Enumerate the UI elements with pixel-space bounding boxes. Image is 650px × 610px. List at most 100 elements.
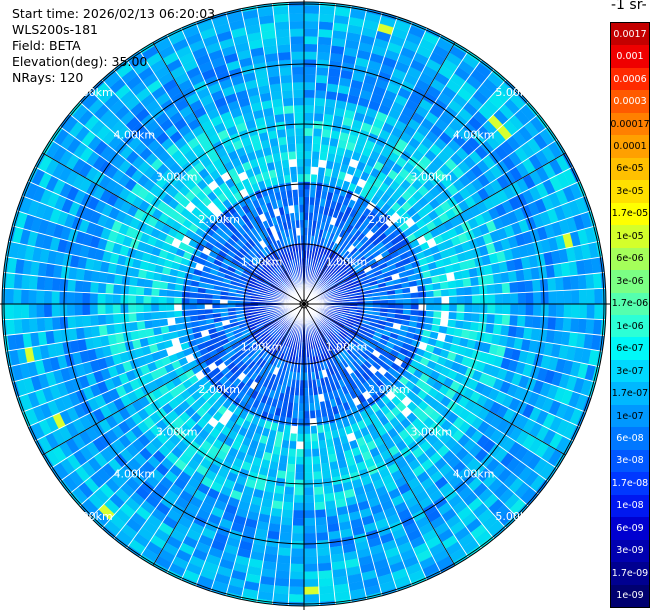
heatmap-cell bbox=[98, 324, 108, 337]
heatmap-cell bbox=[303, 5, 320, 14]
heatmap-cell bbox=[287, 143, 297, 153]
heatmap-cell bbox=[283, 105, 295, 114]
colorbar-level: 6e-06 bbox=[611, 247, 649, 271]
heatmap-cell bbox=[510, 292, 519, 305]
heatmap-cell bbox=[296, 158, 305, 167]
heatmap-cell bbox=[456, 303, 465, 313]
heatmap-cell bbox=[303, 433, 312, 442]
heatmap-cell bbox=[303, 464, 313, 473]
heatmap-cell bbox=[463, 312, 473, 322]
heatmap-cell bbox=[501, 282, 511, 294]
heatmap-cell bbox=[59, 291, 68, 305]
heatmap-cell bbox=[105, 283, 114, 295]
heatmap-cell bbox=[315, 532, 329, 541]
heatmap-cell bbox=[128, 312, 137, 323]
heatmap-cell bbox=[321, 470, 332, 480]
heatmap-cell bbox=[5, 272, 16, 289]
heatmap-cell bbox=[43, 303, 53, 318]
heatmap-cell bbox=[296, 166, 305, 175]
heatmap-cell bbox=[273, 485, 285, 495]
heatmap-cell bbox=[289, 28, 305, 37]
heatmap-cell bbox=[281, 509, 294, 519]
heatmap-cell bbox=[314, 501, 326, 511]
heatmap-cell bbox=[418, 297, 427, 305]
heatmap-cell bbox=[5, 319, 16, 336]
heatmap-cell bbox=[547, 277, 557, 292]
heatmap-cell bbox=[571, 303, 580, 319]
range-ring-label: 5.00km bbox=[71, 510, 113, 523]
heatmap-cell bbox=[279, 524, 293, 534]
heatmap-cell bbox=[89, 314, 99, 327]
heatmap-cell bbox=[293, 97, 305, 106]
heatmap-cell bbox=[533, 303, 542, 317]
heatmap-cell bbox=[303, 456, 313, 465]
heatmap-cell bbox=[315, 516, 328, 526]
range-ring-label: 2.00km bbox=[368, 383, 410, 396]
heatmap-cell bbox=[464, 303, 473, 313]
heatmap-cell bbox=[433, 310, 442, 319]
heatmap-cell bbox=[303, 196, 310, 205]
heatmap-cell bbox=[577, 318, 587, 334]
heatmap-cell bbox=[89, 303, 98, 316]
heatmap-cell bbox=[277, 51, 292, 61]
heatmap-cell bbox=[294, 471, 305, 481]
heatmap-cell bbox=[500, 324, 510, 337]
heatmap-cell bbox=[312, 471, 323, 480]
heatmap-cell bbox=[44, 317, 54, 332]
heatmap-cell bbox=[295, 464, 305, 473]
heatmap-cell bbox=[292, 510, 305, 519]
heatmap-cell bbox=[74, 303, 83, 317]
heatmap-cell bbox=[303, 594, 320, 603]
heatmap-cell bbox=[532, 315, 541, 329]
colorbar-level: 3e-05 bbox=[611, 180, 649, 203]
heatmap-cell bbox=[426, 303, 435, 311]
heatmap-cell bbox=[288, 5, 305, 14]
range-ring-label: 4.00km bbox=[453, 128, 495, 141]
heatmap-cell bbox=[282, 97, 294, 107]
heatmap-cell bbox=[59, 316, 69, 330]
heatmap-cell bbox=[471, 312, 480, 323]
heatmap-cell bbox=[82, 280, 92, 293]
heatmap-cell bbox=[303, 66, 317, 75]
heatmap-cell bbox=[319, 592, 336, 603]
heatmap-cell bbox=[296, 441, 305, 450]
range-ring-label: 2.00km bbox=[198, 213, 240, 226]
heatmap-cell bbox=[533, 291, 542, 305]
heatmap-cell bbox=[143, 287, 153, 297]
heatmap-cell bbox=[592, 319, 603, 336]
heatmap-cell bbox=[317, 36, 333, 46]
heatmap-cell bbox=[13, 288, 22, 305]
heatmap-cell bbox=[166, 310, 175, 319]
heatmap-cell bbox=[570, 317, 580, 333]
heatmap-cell bbox=[275, 36, 291, 46]
heatmap-cell bbox=[105, 313, 114, 325]
heatmap-cell bbox=[286, 463, 296, 473]
start-time-text: Start time: 2026/02/13 06:20:03 bbox=[12, 6, 216, 21]
range-ring-label: 3.00km bbox=[410, 171, 452, 184]
heatmap-cell bbox=[325, 90, 338, 101]
heatmap-cell bbox=[311, 158, 320, 168]
range-ring-label: 1.00km bbox=[241, 256, 283, 269]
heatmap-cell bbox=[303, 525, 317, 534]
heatmap-cell bbox=[303, 59, 317, 68]
heatmap-cell bbox=[280, 516, 293, 526]
heatmap-cell bbox=[316, 59, 330, 69]
heatmap-cell bbox=[410, 303, 419, 311]
heatmap-cell bbox=[290, 43, 305, 53]
heatmap-cell bbox=[279, 74, 293, 84]
heatmap-cell bbox=[295, 456, 305, 465]
heatmap-cell bbox=[554, 276, 564, 291]
heatmap-cell bbox=[592, 272, 603, 289]
colorbar-level: 1e-06 bbox=[611, 315, 649, 338]
heatmap-cell bbox=[112, 283, 122, 295]
range-ring-label: 2.00km bbox=[368, 213, 410, 226]
heatmap-cell bbox=[293, 502, 305, 511]
heatmap-cell bbox=[303, 97, 315, 106]
range-ring-label: 2.00km bbox=[198, 383, 240, 396]
heatmap-cell bbox=[273, 113, 285, 123]
heatmap-cell bbox=[74, 279, 84, 293]
heatmap-cell bbox=[158, 303, 167, 312]
heatmap-cell bbox=[297, 181, 305, 190]
heatmap-cell bbox=[297, 426, 305, 435]
heatmap-cell bbox=[314, 509, 327, 519]
